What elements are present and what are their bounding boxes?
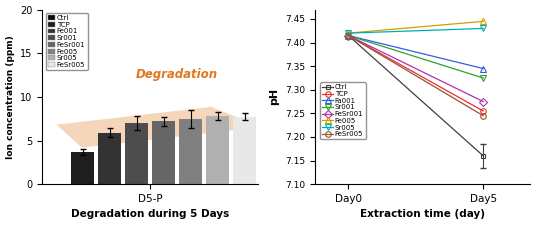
Legend: Ctrl, TCP, Fa001, Sr001, FeSr001, Fe005, Sr005, FeSr005: Ctrl, TCP, Fa001, Sr001, FeSr001, Fe005,… [320, 82, 366, 139]
Bar [206, 116, 229, 184]
Line: Ctrl: Ctrl [346, 33, 486, 158]
Bar [152, 121, 175, 184]
Sr001 [480, 77, 487, 79]
Bar [125, 123, 148, 184]
Sr005 [345, 32, 352, 34]
X-axis label: Extraction time (day): Extraction time (day) [360, 209, 485, 219]
Fa001 [480, 67, 487, 70]
Line: FeSr005: FeSr005 [346, 33, 486, 119]
Ctrl [345, 34, 352, 37]
Line: FeSr001: FeSr001 [346, 33, 486, 104]
Line: Fa001: Fa001 [346, 33, 486, 71]
Y-axis label: Ion concentration (ppm): Ion concentration (ppm) [5, 35, 14, 159]
Fa001 [345, 34, 352, 37]
Bar [179, 119, 202, 184]
Bar [233, 117, 256, 184]
Sr001 [345, 34, 352, 37]
FeSr005 [480, 114, 487, 117]
TCP [345, 34, 352, 37]
Line: Sr001: Sr001 [346, 33, 486, 81]
FancyArrow shape [57, 106, 236, 148]
Line: TCP: TCP [346, 33, 486, 114]
Legend: Ctrl, TCP, Fe001, Sr001, FeSr001, Fe005, Sr005, FeSr005: Ctrl, TCP, Fe001, Sr001, FeSr001, Fe005,… [46, 13, 87, 70]
Text: Degradation: Degradation [136, 68, 218, 81]
FeSr001 [480, 100, 487, 103]
Fe005 [480, 20, 487, 23]
Fe005 [345, 32, 352, 34]
Bar [71, 152, 94, 184]
FeSr001 [345, 34, 352, 37]
Bar [98, 133, 121, 184]
TCP [480, 110, 487, 112]
Sr005 [480, 27, 487, 30]
X-axis label: Degradation during 5 Days: Degradation during 5 Days [71, 209, 229, 219]
Line: Fe005: Fe005 [346, 19, 486, 36]
Ctrl [480, 155, 487, 157]
Y-axis label: pH: pH [269, 88, 279, 106]
FeSr005 [345, 34, 352, 37]
Line: Sr005: Sr005 [346, 26, 486, 36]
